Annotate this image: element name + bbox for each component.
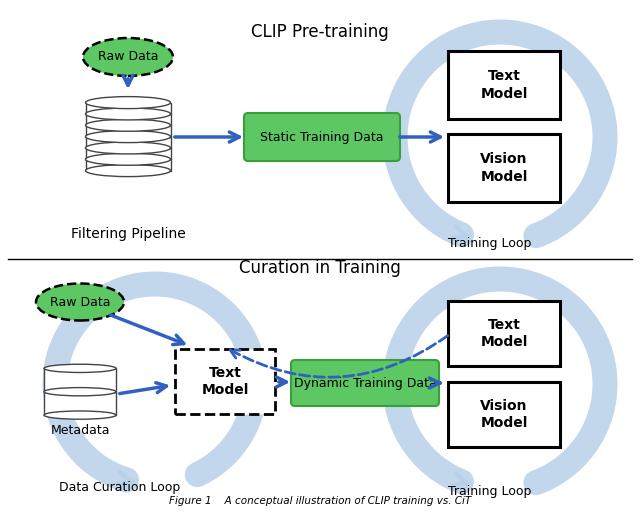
Bar [86, 125, 170, 137]
Bar [86, 159, 170, 170]
Bar [86, 137, 170, 148]
Ellipse shape [44, 364, 116, 372]
Text: Text
Model: Text Model [480, 69, 528, 101]
Ellipse shape [86, 108, 170, 120]
Text: Vision
Model: Vision Model [480, 399, 528, 430]
Bar [448, 382, 560, 447]
Ellipse shape [36, 284, 124, 321]
Ellipse shape [86, 164, 170, 177]
Text: Data Curation Loop: Data Curation Loop [60, 481, 180, 495]
Ellipse shape [86, 142, 170, 154]
Bar [86, 114, 170, 125]
Ellipse shape [86, 97, 170, 109]
Bar [448, 134, 560, 202]
Text: Metadata: Metadata [51, 423, 109, 437]
Ellipse shape [44, 388, 116, 396]
Bar [44, 392, 116, 415]
Ellipse shape [86, 119, 170, 131]
Text: Vision
Model: Vision Model [480, 153, 528, 184]
Text: Filtering Pipeline: Filtering Pipeline [70, 227, 186, 241]
Text: Static Training Data: Static Training Data [260, 131, 384, 143]
Ellipse shape [86, 153, 170, 165]
Bar [448, 51, 560, 119]
Text: Raw Data: Raw Data [50, 295, 110, 309]
Text: Figure 1    A conceptual illustration of CLIP training vs. CiT: Figure 1 A conceptual illustration of CL… [169, 496, 471, 506]
Text: Raw Data: Raw Data [98, 51, 158, 63]
Text: Curation in Training: Curation in Training [239, 259, 401, 277]
Text: Text
Model: Text Model [202, 366, 249, 397]
Bar [44, 368, 116, 392]
Text: Training Loop: Training Loop [448, 238, 532, 250]
FancyBboxPatch shape [244, 113, 400, 161]
Text: Training Loop: Training Loop [448, 485, 532, 499]
Bar [86, 102, 170, 114]
Text: Dynamic Training Data: Dynamic Training Data [294, 376, 436, 390]
Bar [175, 349, 275, 414]
Bar [86, 148, 170, 159]
Ellipse shape [83, 38, 173, 76]
Ellipse shape [44, 411, 116, 419]
Text: Text
Model: Text Model [480, 318, 528, 349]
Bar [448, 301, 560, 366]
Text: CLIP Pre-training: CLIP Pre-training [251, 23, 389, 41]
FancyBboxPatch shape [291, 360, 439, 406]
Ellipse shape [86, 131, 170, 143]
